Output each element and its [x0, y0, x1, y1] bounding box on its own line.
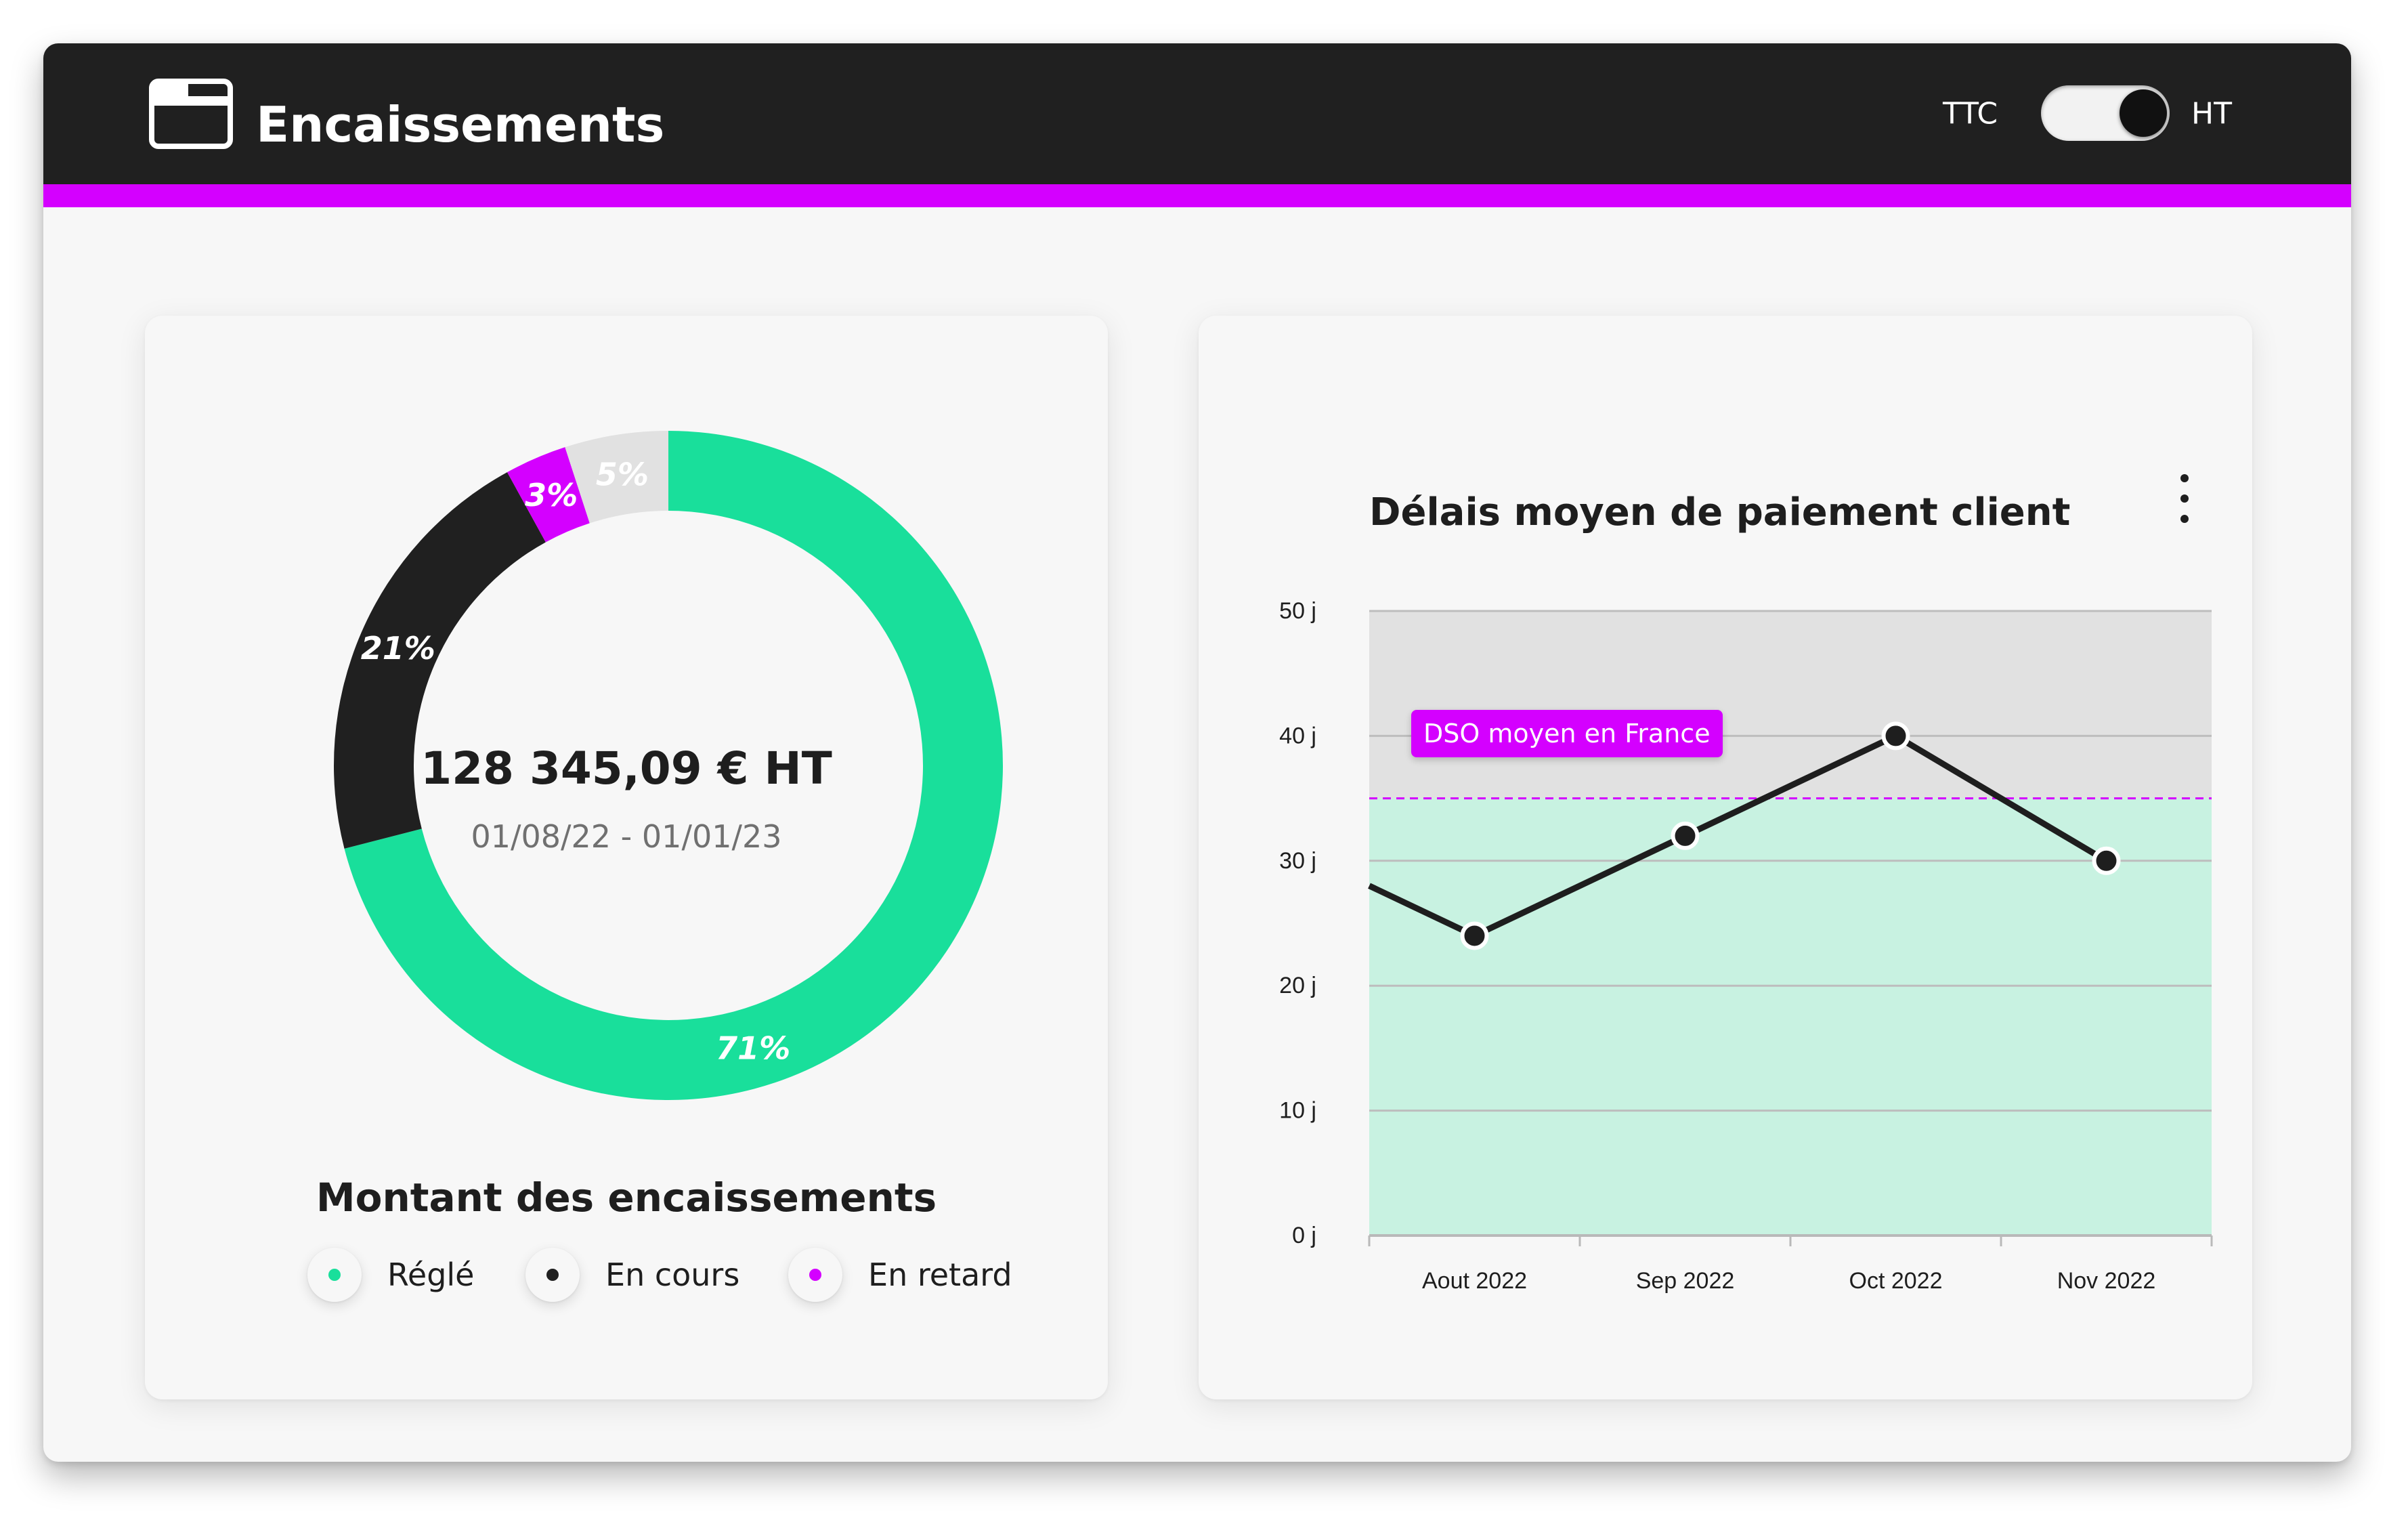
donut-slice-3[interactable]	[565, 431, 668, 524]
legend-dot-en-cours	[525, 1248, 580, 1302]
toggle-label-ttc: TTC	[1943, 96, 1998, 131]
accent-bar	[43, 184, 2351, 207]
legend-label-en-cours: En cours	[605, 1257, 740, 1293]
y-tick-label: 0 j	[1292, 1223, 1316, 1248]
y-tick-label: 40 j	[1279, 723, 1316, 748]
donut-date-range: 01/08/22 - 01/01/23	[471, 818, 782, 855]
data-point[interactable]	[2092, 846, 2121, 875]
x-tick-label: Sep 2022	[1636, 1268, 1735, 1294]
x-tick-label: Aout 2022	[1422, 1268, 1527, 1294]
x-tick-label: Nov 2022	[2057, 1268, 2156, 1294]
ttc-ht-toggle[interactable]	[2041, 85, 2170, 141]
folder-icon	[149, 79, 233, 149]
toggle-label-ht: HT	[2191, 96, 2232, 131]
donut-slice-label-1: 21%	[361, 630, 435, 667]
below-dso-area	[1369, 798, 2212, 1236]
dso-reference-label: DSO moyen en France	[1411, 710, 1723, 757]
payment-delay-card: Délais moyen de paiement client 0 j 10 j 2…	[1199, 316, 2252, 1399]
donut-slice-1[interactable]	[334, 472, 546, 849]
donut-center-amount: 128 345,09 € HT	[421, 742, 832, 795]
y-tick-label: 50 j	[1279, 598, 1316, 624]
legend-dot-regle	[307, 1248, 362, 1302]
above-dso-area	[1369, 611, 2212, 799]
toggle-knob[interactable]	[2120, 89, 2167, 137]
legend-label-regle: Réglé	[387, 1257, 475, 1293]
kebab-menu-icon[interactable]	[2164, 465, 2205, 532]
line-chart: 0 j 10 j 20 j 30 j 40 j 50 j Aout 2022 Sep 2022…	[1279, 598, 2213, 1294]
page-title: Encaissements	[256, 96, 665, 153]
donut-slice-label-2: 3%	[525, 477, 578, 513]
donut-card-title: Montant des encaissements	[316, 1175, 937, 1221]
legend-dot-en-retard	[788, 1248, 842, 1302]
donut-chart: 71% 21% 3% 5%	[334, 431, 1004, 1100]
y-tick-label: 10 j	[1279, 1098, 1316, 1124]
x-tick-label: Oct 2022	[1849, 1268, 1943, 1294]
data-point[interactable]	[1881, 721, 1910, 751]
line-chart-title: Délais moyen de paiement client	[1369, 490, 2071, 534]
donut-slice-label-0: 71%	[716, 1030, 790, 1067]
legend-label-en-retard: En retard	[868, 1257, 1012, 1293]
header-bar: Encaissements TTC HT	[43, 43, 2351, 184]
donut-slice-2[interactable]	[507, 447, 590, 543]
data-point[interactable]	[1460, 921, 1489, 950]
data-point[interactable]	[1671, 821, 1700, 850]
donut-slice-label-3: 5%	[596, 456, 649, 492]
app-window: Encaissements TTC HT 71% 21% 3% 5% 128 345,…	[43, 43, 2351, 1462]
encaissements-card: 71% 21% 3% 5% 128 345,09 € HT 01/08/22 - 01…	[145, 316, 1108, 1399]
y-tick-label: 20 j	[1279, 973, 1316, 998]
y-tick-label: 30 j	[1279, 848, 1316, 874]
